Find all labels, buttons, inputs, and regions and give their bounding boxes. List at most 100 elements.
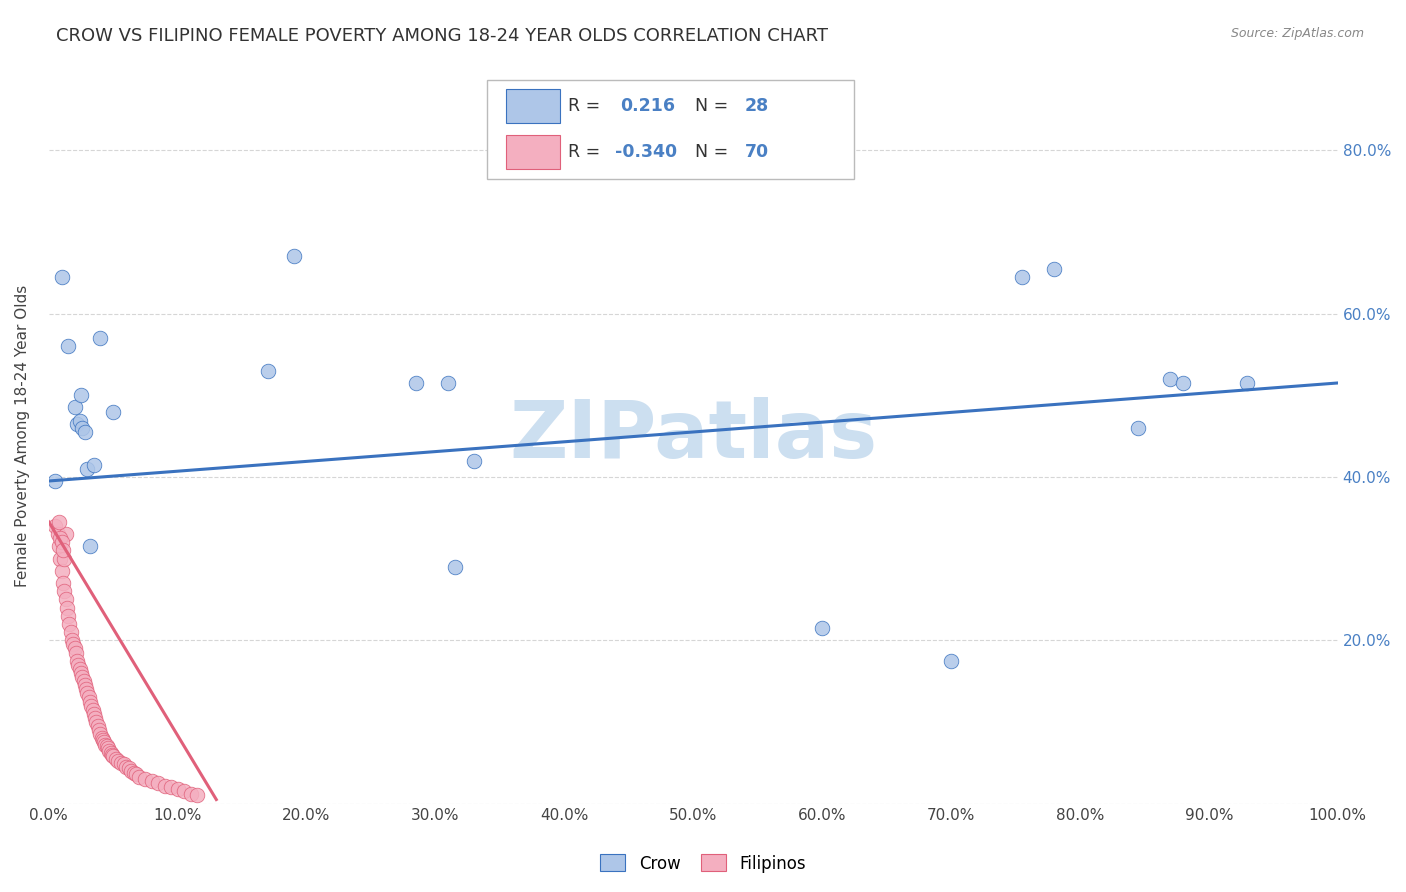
Point [811, 621, 834, 635]
Point [59, 625, 82, 640]
Point [405, 376, 427, 390]
Point [1043, 261, 1066, 276]
Text: N =: N = [685, 143, 734, 161]
Point [101, 747, 124, 762]
Point [87, 723, 110, 738]
Point [69, 662, 91, 676]
Text: ZIPatlas: ZIPatlas [509, 397, 877, 475]
Point [128, 770, 150, 784]
Text: N =: N = [685, 97, 734, 115]
Point [51, 269, 73, 284]
Point [1011, 269, 1033, 284]
Point [89, 331, 111, 345]
Point [463, 453, 485, 467]
Point [148, 776, 170, 790]
Point [83, 458, 105, 472]
Point [79, 539, 101, 553]
Point [56, 608, 79, 623]
Point [75, 682, 97, 697]
Point [86, 714, 108, 729]
Point [60, 633, 83, 648]
FancyBboxPatch shape [486, 79, 855, 178]
Point [90, 731, 112, 746]
Point [94, 738, 117, 752]
Point [173, 784, 195, 798]
Point [437, 376, 460, 390]
Point [160, 780, 183, 795]
Point [79, 694, 101, 708]
FancyBboxPatch shape [506, 89, 561, 123]
Point [80, 698, 103, 713]
Point [93, 735, 115, 749]
Point [51, 564, 73, 578]
Point [120, 764, 142, 778]
Point [76, 461, 98, 475]
Point [103, 749, 125, 764]
Point [122, 765, 145, 780]
Point [100, 746, 122, 760]
Point [73, 425, 96, 439]
Point [66, 654, 89, 668]
Text: Source: ZipAtlas.com: Source: ZipAtlas.com [1230, 27, 1364, 40]
Point [112, 757, 135, 772]
Point [98, 743, 121, 757]
Point [65, 646, 87, 660]
Text: R =: R = [568, 143, 606, 161]
Point [1236, 376, 1258, 390]
Point [180, 787, 202, 801]
Point [1171, 376, 1194, 390]
Point [77, 690, 100, 705]
Point [283, 249, 305, 263]
Point [76, 686, 98, 700]
Point [56, 339, 79, 353]
Point [91, 732, 114, 747]
Point [69, 414, 91, 428]
FancyBboxPatch shape [506, 136, 561, 169]
Point [46, 527, 69, 541]
Point [72, 674, 94, 689]
Point [62, 637, 84, 651]
Point [107, 754, 129, 768]
Point [55, 527, 77, 541]
Point [67, 657, 90, 672]
Point [44, 474, 66, 488]
Point [51, 535, 73, 549]
Point [44, 519, 66, 533]
Point [110, 756, 132, 770]
Point [1126, 421, 1149, 435]
Point [118, 762, 141, 776]
Point [48, 515, 70, 529]
Point [96, 739, 118, 754]
Point [125, 767, 148, 781]
Point [104, 752, 127, 766]
Point [443, 559, 465, 574]
Point [58, 616, 80, 631]
Text: 70: 70 [745, 143, 769, 161]
Legend: Crow, Filipinos: Crow, Filipinos [593, 847, 813, 880]
Point [66, 417, 89, 431]
Text: 0.216: 0.216 [620, 97, 675, 115]
Point [257, 364, 280, 378]
Point [73, 678, 96, 692]
Point [83, 706, 105, 721]
Point [49, 531, 72, 545]
Point [82, 703, 104, 717]
Point [53, 584, 76, 599]
Point [56, 600, 79, 615]
Point [87, 719, 110, 733]
Point [53, 551, 76, 566]
Point [115, 760, 138, 774]
Point [186, 789, 208, 803]
Point [153, 779, 176, 793]
Point [70, 665, 93, 680]
Point [70, 388, 93, 402]
Point [63, 641, 86, 656]
Text: CROW VS FILIPINO FEMALE POVERTY AMONG 18-24 YEAR OLDS CORRELATION CHART: CROW VS FILIPINO FEMALE POVERTY AMONG 18… [56, 27, 828, 45]
Point [103, 404, 125, 418]
Point [134, 772, 156, 786]
Point [97, 741, 120, 756]
Point [52, 576, 75, 591]
Text: -0.340: -0.340 [614, 143, 676, 161]
Point [1159, 372, 1181, 386]
Point [89, 727, 111, 741]
